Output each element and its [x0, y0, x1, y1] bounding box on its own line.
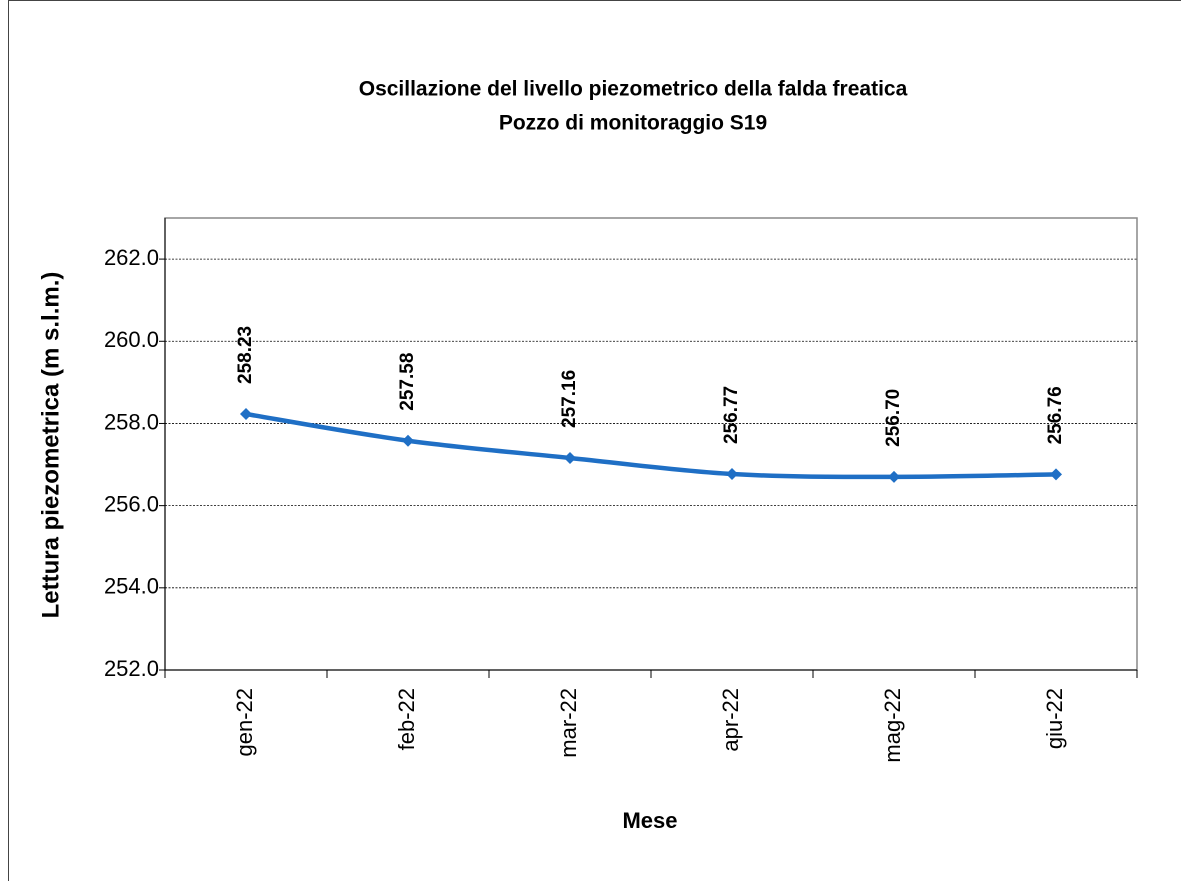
plot-area [164, 217, 1138, 671]
y-tick-label: 258.0 [104, 409, 159, 434]
y-tick-label: 252.0 [104, 656, 159, 681]
marker [888, 470, 900, 483]
x-tick-label: giu-22 [1042, 688, 1067, 749]
y-axis-label: Lettura piezometrica (m s.l.m.) [37, 272, 64, 619]
data-label: 258.23 [235, 326, 256, 384]
y-tick-label: 260.0 [104, 327, 159, 352]
x-tick-label: apr-22 [718, 688, 743, 752]
y-tick-label: 256.0 [104, 491, 159, 516]
data-label: 257.58 [397, 353, 418, 411]
chart-subtitle: Pozzo di monitoraggio S19 [499, 112, 767, 135]
x-tick-label: gen-22 [232, 688, 257, 757]
y-tick-label: 262.0 [104, 245, 159, 270]
data-label: 256.77 [721, 386, 742, 444]
x-axis-label: Mese [622, 808, 677, 833]
chart-title: Oscillazione del livello piezometrico de… [359, 78, 908, 101]
data-label: 256.70 [883, 389, 904, 447]
series-line [245, 411, 1057, 480]
marker [726, 467, 738, 480]
x-tick-label: mar-22 [556, 688, 581, 758]
data-label: 256.76 [1045, 386, 1066, 444]
y-tick-label: 254.0 [104, 574, 159, 599]
data-label: 257.16 [559, 370, 580, 428]
marker [564, 451, 576, 464]
marker [1050, 468, 1062, 481]
x-tick-label: feb-22 [394, 688, 419, 750]
marker [240, 408, 252, 421]
x-tick-label: mag-22 [880, 688, 905, 763]
marker [402, 434, 414, 447]
